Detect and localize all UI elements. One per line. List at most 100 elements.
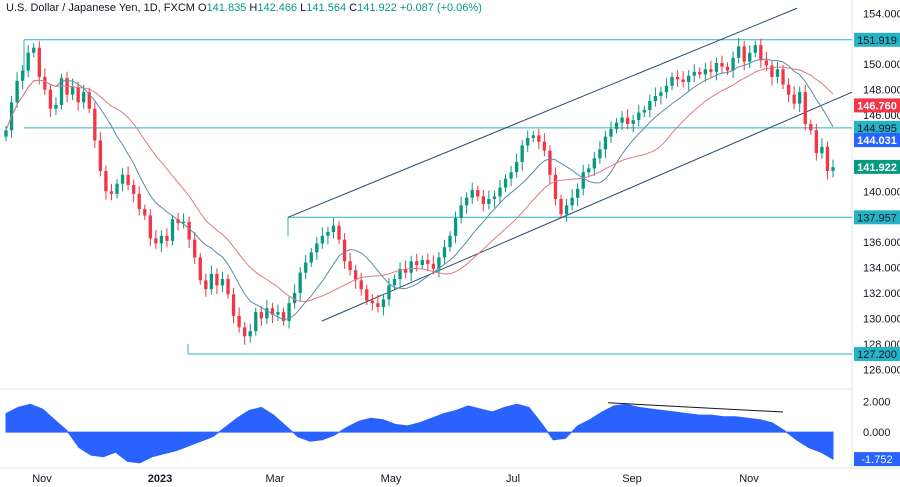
candle-body (365, 289, 369, 301)
moving-average-fast (5, 58, 834, 321)
candle-body (59, 78, 64, 105)
candle-body (720, 62, 724, 67)
candle-body (731, 57, 735, 71)
candle-body (337, 225, 341, 240)
candle-body (481, 196, 485, 205)
candle-body (181, 221, 186, 224)
macd-tick-label: 2.000 (863, 396, 891, 408)
candle-body (514, 162, 519, 173)
candle-body (4, 130, 8, 137)
channel-upper-line (287, 7, 798, 218)
candle-body (115, 183, 119, 194)
candle-body (786, 84, 791, 95)
candle-body (198, 257, 202, 281)
candle-body (265, 308, 269, 319)
price-tag (854, 98, 900, 113)
level-price-tag (854, 347, 900, 362)
candle-body (37, 47, 41, 77)
candle-body (204, 280, 208, 290)
candle-body (403, 268, 408, 273)
price-tag-label: 146.760 (857, 100, 897, 112)
candle-body (653, 95, 658, 102)
candle-body (625, 117, 630, 124)
candle-body (798, 92, 802, 104)
candle-body (209, 273, 214, 290)
candle-body (26, 52, 30, 71)
y-tick-label: 136.000 (863, 237, 900, 249)
candle-body (320, 235, 325, 244)
chart-header: U.S. Dollar / Japanese Yen, 1D, FXCM O14… (6, 2, 482, 14)
candle-body (642, 109, 646, 113)
candle-body (553, 174, 558, 199)
candle-body (32, 47, 36, 53)
high-value: 142.466 (257, 2, 298, 14)
candle-body (415, 261, 419, 266)
price-tag (854, 133, 900, 148)
candle-body (292, 293, 297, 304)
price-tag-label: 144.031 (857, 135, 897, 147)
candle-body (753, 45, 757, 53)
y-tick-label: 154.000 (863, 8, 900, 20)
candle-body (315, 243, 319, 253)
x-tick-label: 2023 (148, 473, 172, 485)
candle-body (193, 239, 197, 258)
x-tick-label: Nov (32, 473, 52, 485)
candle-body (570, 197, 574, 206)
candle-body (165, 235, 169, 241)
candle-body (254, 312, 258, 332)
candle-body (398, 268, 402, 280)
divergence-trendline (607, 402, 784, 413)
y-tick-label: 134.000 (863, 263, 900, 275)
candle-body (276, 312, 280, 315)
candle-body (259, 312, 263, 319)
price-tag-label: 141.922 (857, 162, 897, 174)
candle-body (281, 312, 286, 321)
macd-value-tag (854, 452, 900, 467)
candle-body (825, 146, 830, 171)
candle-body (459, 205, 463, 219)
x-tick-label: Nov (739, 473, 759, 485)
candle-body (526, 137, 530, 146)
candle-body (93, 108, 97, 141)
candle-body (559, 198, 563, 215)
price-tag (854, 159, 900, 174)
candle-body (614, 122, 619, 130)
moving-average-slow (5, 66, 834, 303)
candle-body (426, 259, 430, 264)
candle-body (775, 69, 780, 77)
candle-body (659, 92, 663, 96)
candle-body (687, 75, 691, 82)
candle-body (809, 123, 813, 131)
candle-body (770, 65, 774, 77)
candle-body (442, 247, 447, 258)
x-tick-label: Sep (622, 473, 642, 485)
candle-body (76, 87, 80, 103)
candle-body (503, 178, 508, 188)
level-price-label: 137.957 (857, 212, 897, 224)
candle-body (20, 70, 25, 81)
candle-body (104, 170, 108, 192)
level-price-label: 144.995 (857, 123, 897, 135)
candle-body (309, 252, 313, 263)
candle-body (548, 150, 552, 175)
candle-body (748, 52, 752, 62)
candle-body (675, 76, 680, 80)
candle-body (603, 136, 608, 150)
symbol-title: U.S. Dollar / Japanese Yen, 1D, FXCM (6, 2, 195, 14)
candle-body (220, 279, 225, 286)
candle-body (381, 299, 386, 307)
candle-body (326, 232, 330, 236)
candle-body (48, 89, 53, 109)
candle-body (409, 261, 413, 273)
macd-tick-label: 0.000 (863, 427, 891, 439)
candle-body (703, 69, 708, 75)
candle-body (298, 272, 302, 294)
candle-body (43, 76, 47, 90)
candle-body (392, 279, 397, 286)
candle-body (370, 300, 374, 304)
high-label: H (249, 2, 258, 14)
candle-body (742, 46, 746, 62)
candle-body (287, 303, 291, 321)
candle-body (143, 209, 147, 216)
